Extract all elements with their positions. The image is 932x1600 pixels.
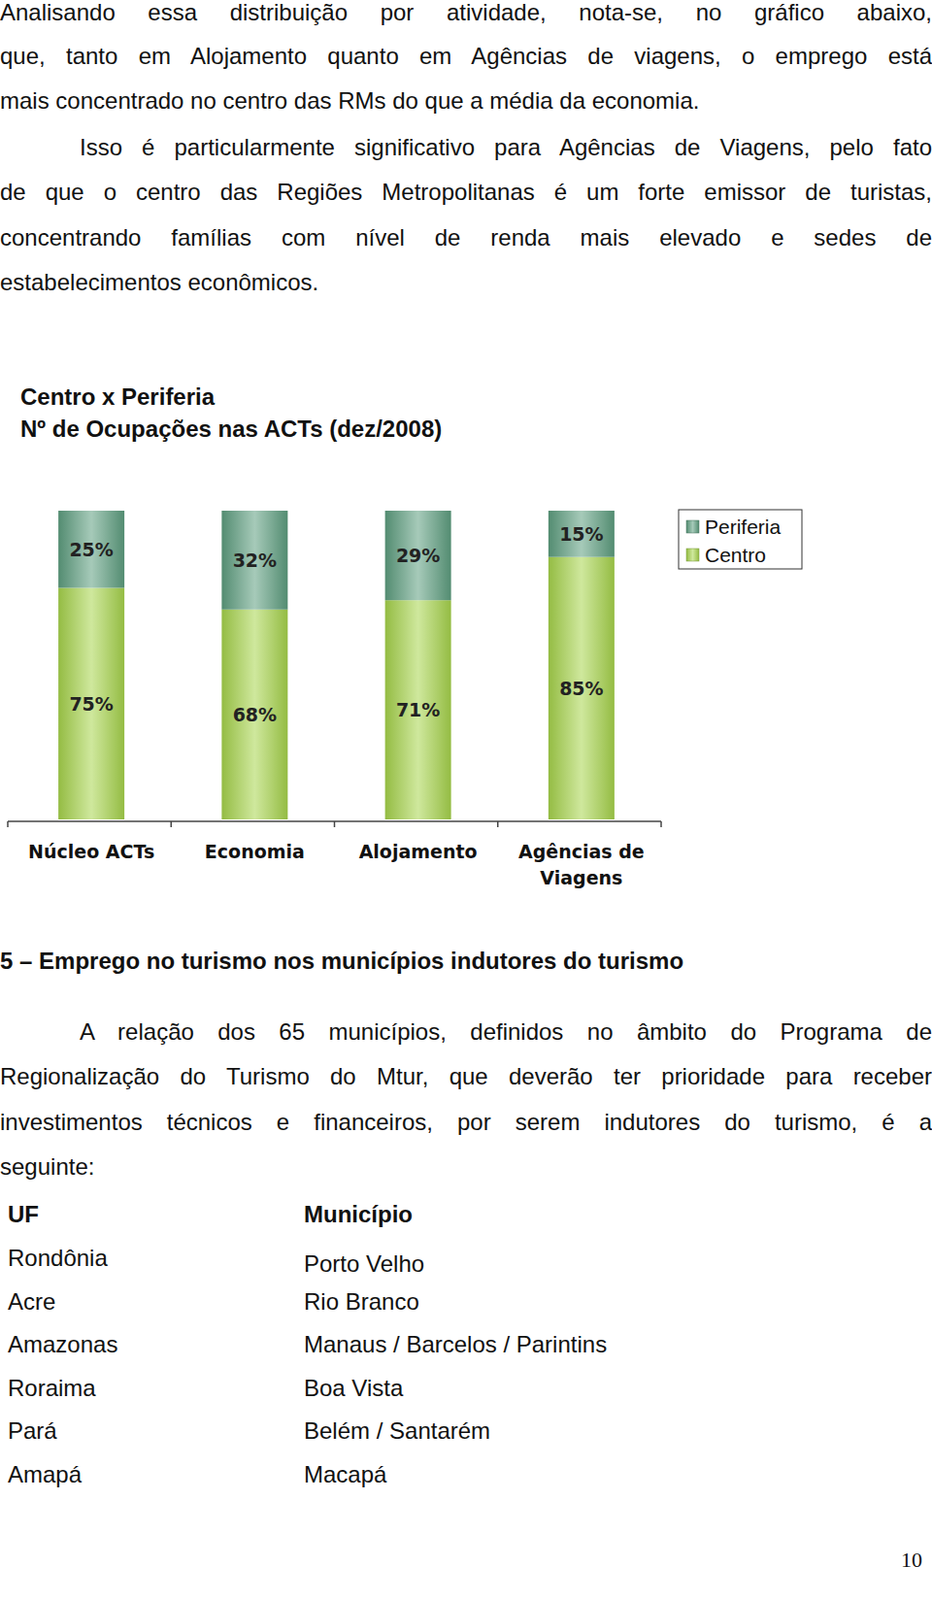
- bar-segment: [221, 510, 288, 610]
- data-labels: 75% 25% 68% 32% 71% 29% 85% 15%: [68, 523, 603, 726]
- table-cell: Rondônia: [7, 1244, 108, 1272]
- category-label: Núcleo ACTs: [28, 840, 155, 863]
- category-label: Economia: [204, 840, 305, 863]
- legend: Periferia Centro: [678, 509, 802, 569]
- table-cell: Belém / Santarém: [303, 1417, 491, 1445]
- data-label: 25%: [68, 538, 113, 561]
- table-cell: Amazonas: [7, 1331, 118, 1359]
- chart-subtitle: Nº de Ocupações nas ACTs (dez/2008): [20, 415, 442, 443]
- bar-segment: [221, 609, 288, 820]
- data-label: 15%: [559, 523, 603, 545]
- text-line: Regionalização do Turismo do Mtur, que d…: [0, 1063, 932, 1091]
- data-label: 68%: [233, 703, 277, 726]
- category-label-line: Núcleo ACTs: [28, 840, 155, 863]
- table-header: UF: [7, 1200, 39, 1229]
- text-line: investimentos técnicos e financeiros, po…: [0, 1108, 932, 1136]
- data-label: 75%: [68, 693, 113, 715]
- category-label-line: Economia: [204, 840, 305, 863]
- category-separator: [660, 821, 663, 828]
- category-label-line: Alojamento: [359, 840, 478, 863]
- section-title: 5 – Emprego no turismo nos municípios in…: [0, 947, 684, 975]
- data-label: 32%: [233, 549, 277, 571]
- data-label: 71%: [396, 699, 440, 721]
- bar-segment: [58, 588, 125, 821]
- category-label: Alojamento: [359, 840, 478, 863]
- bar-segment: [385, 599, 452, 820]
- category-separator: [497, 821, 500, 828]
- table-cell: Pará: [7, 1417, 58, 1445]
- table-header: Município: [303, 1200, 413, 1229]
- category-separator: [170, 821, 173, 828]
- category-label: Agências de Viagens: [518, 840, 645, 889]
- bar-segment: [385, 510, 452, 600]
- text-line: concentrando famílias com nível de renda…: [0, 224, 932, 252]
- legend-label: Periferia: [704, 515, 782, 538]
- legend-label: Centro: [704, 543, 766, 566]
- table-cell: Macapá: [303, 1461, 387, 1489]
- category-label-line: Agências de: [518, 840, 645, 863]
- text-line: seguinte:: [0, 1153, 95, 1181]
- text-line: Analisando essa distribuição por ativida…: [0, 0, 932, 27]
- table-cell: Acre: [7, 1288, 56, 1316]
- data-label: 29%: [396, 544, 440, 566]
- chart: 75% 25% 68% 32% 71% 29% 85% 15% Núcleo ACTs Econo…: [0, 0, 932, 1600]
- bars: [58, 510, 615, 820]
- text-line: de que o centro das Regiões Metropolitan…: [0, 178, 932, 206]
- category-label-line: Viagens: [539, 866, 623, 889]
- legend-swatch: [686, 520, 699, 533]
- text-line: mais concentrado no centro das RMs do qu…: [0, 87, 699, 115]
- bar-segment: [548, 510, 615, 558]
- table-cell: Porto Velho: [303, 1250, 425, 1278]
- legend-swatch: [686, 548, 699, 562]
- text-line: que, tanto em Alojamento quanto em Agênc…: [0, 42, 932, 70]
- category-separator: [6, 821, 9, 828]
- table-cell: Boa Vista: [303, 1374, 403, 1402]
- legend-box: [678, 509, 802, 569]
- table-cell: Manaus / Barcelos / Parintins: [303, 1331, 607, 1359]
- table-cell: Amapá: [7, 1461, 82, 1489]
- bar-segment: [548, 557, 615, 820]
- table-cell: Roraima: [7, 1374, 97, 1402]
- page-number: 10: [900, 1546, 923, 1574]
- text-line: estabelecimentos econômicos.: [0, 268, 319, 297]
- chart-title: Centro x Periferia: [20, 383, 215, 411]
- category-separator: [333, 821, 336, 828]
- bar-segment: [58, 510, 125, 589]
- data-label: 85%: [559, 677, 603, 699]
- text-line: A relação dos 65 municípios, definidos n…: [79, 1018, 932, 1046]
- text-line: Isso é particularmente significativo par…: [79, 133, 932, 162]
- table-cell: Rio Branco: [303, 1288, 420, 1316]
